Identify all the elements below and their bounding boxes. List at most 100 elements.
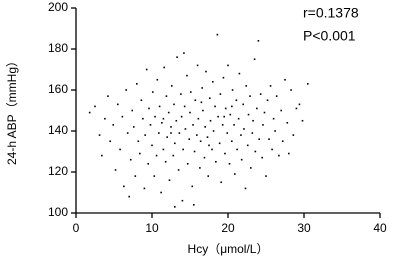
- point: [298, 103, 301, 106]
- point: [231, 140, 233, 143]
- point: [176, 56, 178, 58]
- point: [194, 99, 197, 102]
- point: [172, 154, 175, 157]
- point: [251, 132, 254, 134]
- point: [211, 148, 213, 151]
- point: [278, 154, 280, 157]
- point: [242, 103, 244, 106]
- point: [162, 148, 165, 151]
- point: [164, 160, 167, 163]
- point: [170, 85, 173, 87]
- point: [160, 191, 162, 194]
- point: [290, 89, 292, 91]
- point: [117, 103, 119, 106]
- point: [131, 109, 134, 112]
- point: [170, 132, 172, 134]
- point: [132, 126, 135, 128]
- point: [254, 150, 257, 153]
- point: [216, 33, 219, 36]
- point: [205, 70, 207, 73]
- point: [217, 115, 219, 118]
- point: [123, 185, 125, 188]
- y-tick-label: 180: [48, 41, 68, 55]
- point: [177, 169, 180, 171]
- point: [88, 111, 91, 114]
- point: [272, 117, 275, 120]
- point: [223, 115, 225, 118]
- point: [234, 173, 236, 175]
- point: [247, 113, 250, 116]
- point: [147, 163, 149, 165]
- point: [220, 181, 222, 184]
- point: [121, 115, 124, 118]
- point: [170, 126, 172, 128]
- point: [145, 68, 148, 71]
- point: [104, 117, 106, 120]
- y-tick-label: 120: [48, 164, 68, 178]
- point: [197, 117, 200, 120]
- point: [231, 105, 233, 108]
- point: [136, 83, 138, 85]
- point: [245, 85, 248, 87]
- point: [114, 169, 117, 171]
- point: [161, 122, 163, 124]
- point: [144, 134, 146, 136]
- point: [98, 134, 101, 136]
- point: [112, 124, 115, 126]
- point: [156, 78, 159, 81]
- point: [204, 126, 206, 128]
- x-tick-label: 20: [221, 221, 235, 235]
- point: [193, 204, 195, 206]
- point: [295, 107, 298, 110]
- point: [212, 81, 214, 83]
- point: [191, 185, 194, 188]
- point: [175, 119, 178, 122]
- point: [284, 78, 286, 81]
- point: [244, 187, 247, 190]
- point: [166, 136, 168, 138]
- point: [184, 128, 187, 130]
- point: [155, 154, 158, 157]
- point: [281, 140, 284, 143]
- point: [258, 138, 260, 140]
- point: [168, 179, 171, 181]
- point: [292, 134, 295, 136]
- point: [101, 154, 103, 157]
- annotation: r=0.1378: [303, 5, 359, 21]
- point: [165, 95, 168, 97]
- point: [189, 111, 191, 114]
- point: [236, 148, 238, 151]
- point: [262, 124, 264, 126]
- point: [196, 134, 198, 136]
- point: [237, 117, 240, 120]
- point: [199, 167, 201, 169]
- point: [235, 99, 238, 102]
- point: [208, 144, 210, 147]
- point: [249, 95, 251, 97]
- point: [253, 58, 256, 61]
- point: [188, 138, 191, 140]
- point: [288, 152, 290, 155]
- point: [174, 142, 176, 145]
- point: [193, 150, 196, 153]
- point: [206, 136, 209, 138]
- point: [250, 167, 252, 169]
- point: [143, 187, 146, 190]
- point: [183, 52, 185, 54]
- point: [246, 144, 249, 147]
- point: [227, 64, 229, 67]
- point: [119, 148, 121, 151]
- point: [209, 119, 212, 122]
- point: [167, 111, 170, 114]
- point: [286, 122, 289, 124]
- point: [192, 124, 194, 126]
- point: [208, 97, 211, 99]
- point: [148, 107, 150, 110]
- x-axis-label: Hcy（μmol/L）: [188, 242, 269, 256]
- point: [222, 76, 225, 79]
- point: [142, 117, 144, 120]
- point: [140, 99, 143, 102]
- point: [94, 105, 96, 108]
- x-tick-label: 10: [145, 221, 159, 235]
